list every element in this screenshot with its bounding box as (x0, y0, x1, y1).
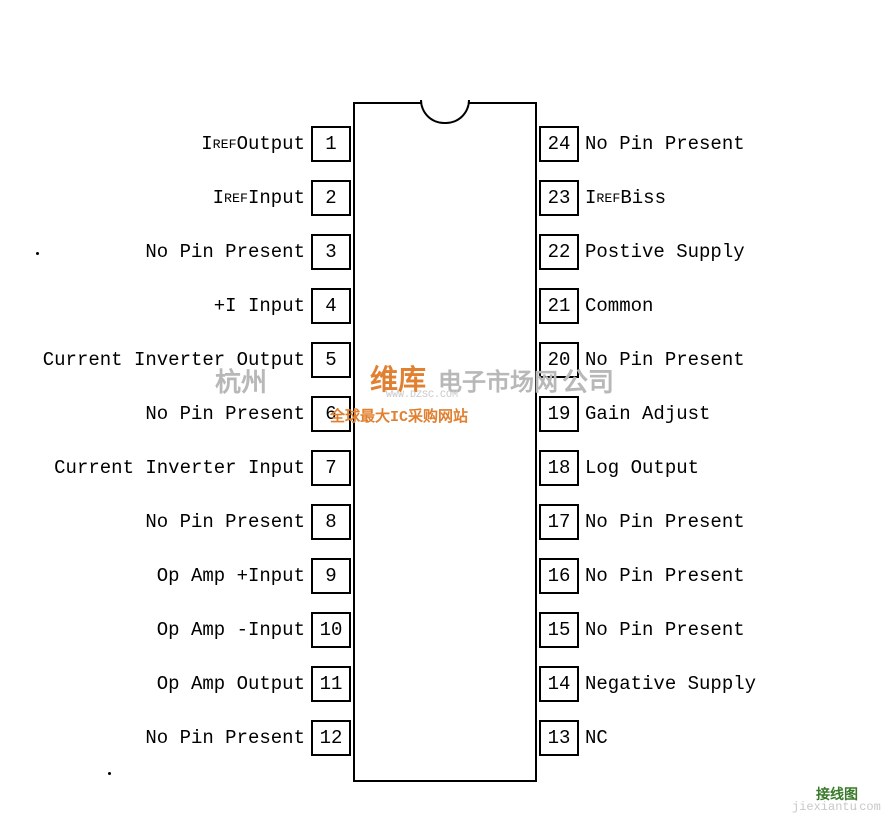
stray-dot-1 (108, 772, 111, 775)
ic-pinout-diagram: 1 IREF Output 2 IREF Input 3 No Pin Present 4 +… (0, 0, 891, 822)
pin-number: 22 (548, 241, 571, 263)
watermark-corner3: .com (852, 800, 881, 814)
pin-number: 15 (548, 619, 571, 641)
pin-label-11: Op Amp Output (0, 666, 305, 702)
pin-label-7: Current Inverter Input (0, 450, 305, 486)
pin-number: 24 (548, 133, 571, 155)
pin-label-16: No Pin Present (585, 558, 887, 594)
pin-label-24: No Pin Present (585, 126, 887, 162)
pin-number: 17 (548, 511, 571, 533)
pin-number: 6 (325, 403, 336, 425)
pin-box-2: 2 (311, 180, 351, 216)
pin-number: 11 (320, 673, 343, 695)
pin-box-8: 8 (311, 504, 351, 540)
pin-number: 4 (325, 295, 336, 317)
pin-box-5: 5 (311, 342, 351, 378)
pin-box-11: 11 (311, 666, 351, 702)
pin-number: 10 (320, 619, 343, 641)
pin-number: 7 (325, 457, 336, 479)
pin-label-19: Gain Adjust (585, 396, 887, 432)
pin-number: 9 (325, 565, 336, 587)
pin-label-14: Negative Supply (585, 666, 887, 702)
pin-number: 5 (325, 349, 336, 371)
pin-box-22: 22 (539, 234, 579, 270)
pin-number: 21 (548, 295, 571, 317)
stray-dot-0 (36, 252, 39, 255)
pin-box-6: 6 (311, 396, 351, 432)
pin-number: 19 (548, 403, 571, 425)
pin-label-20: No Pin Present (585, 342, 887, 378)
pin-label-2: IREF Input (0, 180, 305, 216)
pin-number: 18 (548, 457, 571, 479)
pin-label-8: No Pin Present (0, 504, 305, 540)
pin-label-17: No Pin Present (585, 504, 887, 540)
pin-number: 20 (548, 349, 571, 371)
pin-box-7: 7 (311, 450, 351, 486)
pin-label-22: Postive Supply (585, 234, 887, 270)
pin-box-21: 21 (539, 288, 579, 324)
pin-label-23: IREF Biss (585, 180, 887, 216)
pin-number: 14 (548, 673, 571, 695)
pin-box-14: 14 (539, 666, 579, 702)
pin-number: 13 (548, 727, 571, 749)
watermark-corner1: 接线图 (816, 784, 858, 804)
pin-box-10: 10 (311, 612, 351, 648)
pin-box-18: 18 (539, 450, 579, 486)
pin-box-12: 12 (311, 720, 351, 756)
watermark-corner2: jiexiantu (792, 800, 857, 814)
pin-label-12: No Pin Present (0, 720, 305, 756)
pin-label-18: Log Output (585, 450, 887, 486)
pin-label-6: No Pin Present (0, 396, 305, 432)
pin-number: 12 (320, 727, 343, 749)
pin-label-10: Op Amp -Input (0, 612, 305, 648)
pin-number: 23 (548, 187, 571, 209)
pin-number: 1 (325, 133, 336, 155)
chip-body (353, 102, 537, 782)
pin-box-20: 20 (539, 342, 579, 378)
pin-label-9: Op Amp +Input (0, 558, 305, 594)
pin-box-13: 13 (539, 720, 579, 756)
pin-box-17: 17 (539, 504, 579, 540)
pin-number: 8 (325, 511, 336, 533)
pin-box-3: 3 (311, 234, 351, 270)
pin-box-16: 16 (539, 558, 579, 594)
pin-number: 3 (325, 241, 336, 263)
pin-box-23: 23 (539, 180, 579, 216)
pin-label-3: No Pin Present (0, 234, 305, 270)
pin-label-1: IREF Output (0, 126, 305, 162)
pin-box-24: 24 (539, 126, 579, 162)
pin-box-1: 1 (311, 126, 351, 162)
pin-number: 16 (548, 565, 571, 587)
pin-number: 2 (325, 187, 336, 209)
pin-box-15: 15 (539, 612, 579, 648)
pin-label-15: No Pin Present (585, 612, 887, 648)
pin-label-4: +I Input (0, 288, 305, 324)
pin-label-5: Current Inverter Output (0, 342, 305, 378)
pin-label-21: Common (585, 288, 887, 324)
pin-box-9: 9 (311, 558, 351, 594)
pin-label-13: NC (585, 720, 887, 756)
pin-box-4: 4 (311, 288, 351, 324)
pin-box-19: 19 (539, 396, 579, 432)
